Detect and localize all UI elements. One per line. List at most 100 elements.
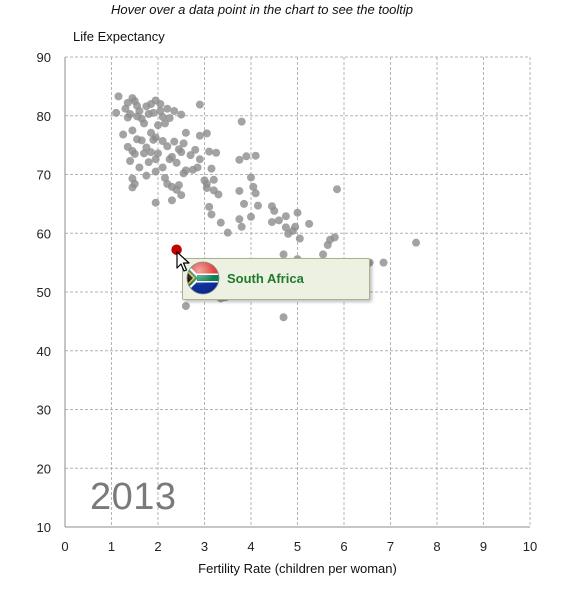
data-point[interactable] xyxy=(247,173,255,182)
data-point[interactable] xyxy=(291,222,300,231)
data-point[interactable] xyxy=(247,212,255,221)
data-point[interactable] xyxy=(151,167,160,176)
data-point[interactable] xyxy=(195,100,204,109)
data-point[interactable] xyxy=(137,136,146,145)
data-point[interactable] xyxy=(144,109,153,118)
data-point[interactable] xyxy=(193,163,202,172)
data-points[interactable] xyxy=(112,92,421,322)
data-point[interactable] xyxy=(181,128,190,137)
data-point[interactable] xyxy=(333,185,342,194)
data-point[interactable] xyxy=(177,110,186,119)
data-point[interactable] xyxy=(293,208,302,217)
y-tick-label: 80 xyxy=(37,109,51,124)
data-point[interactable] xyxy=(140,149,149,158)
data-point[interactable] xyxy=(270,206,279,215)
data-point[interactable] xyxy=(170,137,179,146)
data-point[interactable] xyxy=(112,108,121,117)
data-point[interactable] xyxy=(154,121,162,130)
data-point[interactable] xyxy=(202,129,211,138)
data-point[interactable] xyxy=(281,223,290,232)
data-point[interactable] xyxy=(158,137,167,146)
data-point[interactable] xyxy=(130,149,139,158)
y-tick-label: 10 xyxy=(37,520,51,535)
data-point[interactable] xyxy=(242,152,251,161)
y-tick-label: 50 xyxy=(37,285,51,300)
data-point[interactable] xyxy=(251,189,260,198)
data-point[interactable] xyxy=(240,199,249,208)
data-point[interactable] xyxy=(274,216,283,225)
data-point[interactable] xyxy=(177,191,186,200)
data-point[interactable] xyxy=(156,100,165,108)
data-point[interactable] xyxy=(128,126,137,135)
data-point[interactable] xyxy=(205,147,214,156)
data-point[interactable] xyxy=(323,241,332,249)
data-point[interactable] xyxy=(284,229,293,238)
data-point[interactable] xyxy=(126,156,135,165)
data-point[interactable] xyxy=(170,107,179,116)
data-point[interactable] xyxy=(179,169,188,178)
data-point[interactable] xyxy=(223,228,232,237)
data-point[interactable] xyxy=(163,142,172,151)
data-point[interactable] xyxy=(202,184,211,193)
data-point[interactable] xyxy=(135,163,144,172)
data-point[interactable] xyxy=(179,139,188,148)
data-point[interactable] xyxy=(209,175,218,184)
data-point[interactable] xyxy=(237,222,246,231)
data-point[interactable] xyxy=(174,181,183,190)
data-point[interactable] xyxy=(123,113,132,122)
data-point[interactable] xyxy=(195,131,204,140)
data-point[interactable] xyxy=(235,186,244,195)
data-point[interactable] xyxy=(181,302,190,311)
data-point[interactable] xyxy=(167,196,176,205)
data-point[interactable] xyxy=(214,190,223,199)
data-point[interactable] xyxy=(114,92,123,101)
year-label: 2013 xyxy=(90,476,177,518)
data-point[interactable] xyxy=(212,148,221,157)
data-point[interactable] xyxy=(142,171,151,180)
data-point[interactable] xyxy=(207,210,216,219)
data-point[interactable] xyxy=(295,234,304,243)
data-point[interactable] xyxy=(160,119,169,128)
data-point[interactable] xyxy=(165,155,174,164)
data-point[interactable] xyxy=(156,107,165,116)
data-point[interactable] xyxy=(379,258,388,267)
data-point[interactable] xyxy=(253,201,262,210)
data-point[interactable] xyxy=(149,135,158,144)
data-point[interactable] xyxy=(267,218,276,227)
data-point[interactable] xyxy=(279,313,288,322)
data-point[interactable] xyxy=(119,130,128,139)
chart-instruction: Hover over a data point in the chart to … xyxy=(110,2,414,17)
data-point[interactable] xyxy=(186,151,195,160)
data-point[interactable] xyxy=(151,198,160,207)
data-point[interactable] xyxy=(207,164,216,173)
data-point[interactable] xyxy=(144,158,153,167)
data-point[interactable] xyxy=(151,155,160,164)
data-point[interactable] xyxy=(191,145,200,154)
data-point[interactable] xyxy=(163,104,172,113)
x-tick-label: 0 xyxy=(61,539,68,554)
data-point[interactable] xyxy=(251,151,260,160)
data-point[interactable] xyxy=(305,219,314,228)
data-point[interactable] xyxy=(237,117,246,126)
x-tick-label: 1 xyxy=(108,539,115,554)
data-point[interactable] xyxy=(147,148,156,157)
data-point[interactable] xyxy=(279,250,288,259)
data-point[interactable] xyxy=(140,119,149,128)
data-point[interactable] xyxy=(133,112,142,121)
data-point[interactable] xyxy=(177,148,186,157)
data-point[interactable] xyxy=(216,218,225,227)
data-point[interactable] xyxy=(235,215,244,224)
data-point[interactable] xyxy=(281,212,290,221)
y-tick-label: 30 xyxy=(37,403,51,418)
data-point[interactable] xyxy=(172,158,181,167)
data-point[interactable] xyxy=(128,183,137,192)
data-point[interactable] xyxy=(412,238,421,247)
data-point[interactable] xyxy=(249,182,258,191)
data-point[interactable] xyxy=(195,155,204,164)
data-point[interactable] xyxy=(165,114,174,123)
data-point[interactable] xyxy=(235,155,244,164)
data-point[interactable] xyxy=(158,163,167,172)
data-point[interactable] xyxy=(319,250,328,259)
data-point[interactable] xyxy=(205,202,214,211)
south-africa-flag-icon xyxy=(186,261,220,295)
